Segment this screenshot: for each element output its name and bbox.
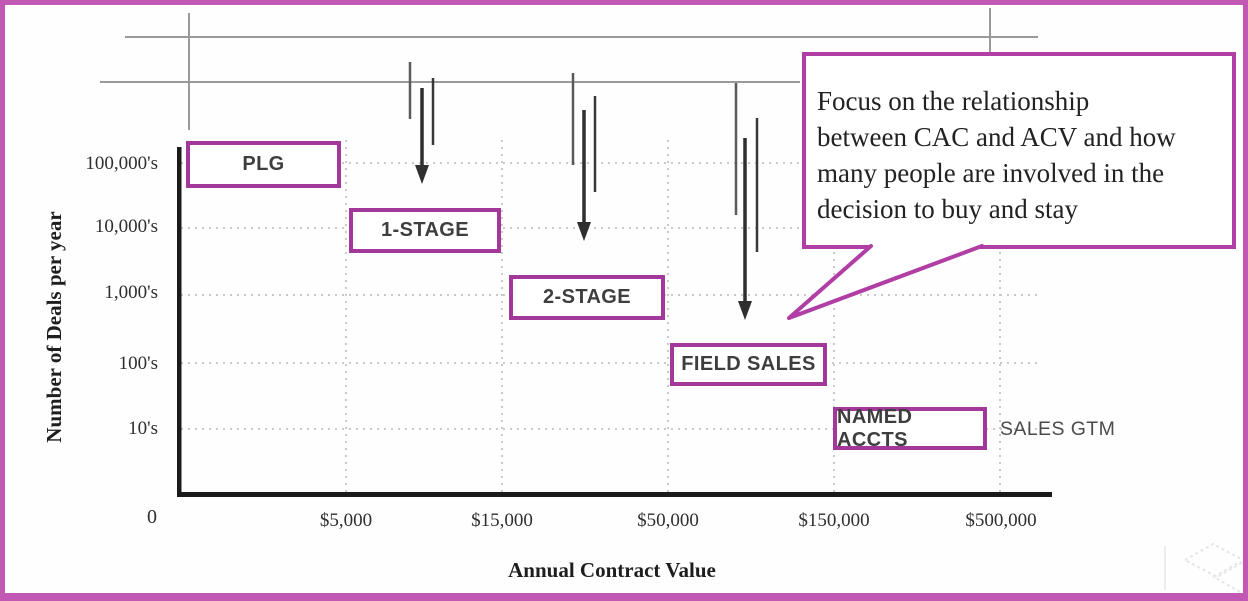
gtm-box-1-stage: 1-STAGE bbox=[349, 208, 501, 253]
gtm-box-plg: PLG bbox=[186, 141, 341, 188]
annotation-line-2: between CAC and ACV and how bbox=[817, 122, 1176, 152]
annotation-line-1: Focus on the relationship bbox=[817, 86, 1090, 116]
down-arrow-3 bbox=[734, 83, 759, 320]
gtm-box-2-stage-label: 2-STAGE bbox=[543, 286, 631, 308]
y-axis-line bbox=[177, 147, 182, 496]
x-tick-500000: $500,000 bbox=[965, 510, 1037, 531]
y-tick-10s: 10's bbox=[128, 418, 158, 439]
x-axis-line bbox=[177, 492, 1052, 497]
x-axis-title: Annual Contract Value bbox=[508, 558, 716, 582]
gtm-box-named-accts: NAMED ACCTS bbox=[833, 405, 987, 451]
annotation-callout: Focus on the relationship between CAC an… bbox=[802, 52, 1236, 249]
gtm-box-1-stage-label: 1-STAGE bbox=[381, 219, 469, 241]
gtm-box-2-stage: 2-STAGE bbox=[509, 275, 665, 320]
y-tick-100000s: 100,000's bbox=[85, 153, 158, 174]
x-tick-50000: $50,000 bbox=[637, 510, 699, 531]
gtm-box-plg-label: PLG bbox=[242, 153, 285, 175]
x-tick-15000: $15,000 bbox=[471, 510, 533, 531]
top-frame-lines bbox=[100, 8, 1038, 130]
y-tick-100s: 100's bbox=[118, 353, 158, 374]
annotation-line-3: many people are involved in the bbox=[817, 158, 1165, 188]
down-arrow-2 bbox=[571, 73, 597, 241]
sales-gtm-label: SALES GTM bbox=[1000, 418, 1116, 440]
gtm-box-field-sales: FIELD SALES bbox=[670, 343, 827, 386]
y-tick-10000s: 10,000's bbox=[94, 216, 158, 237]
origin-label: 0 bbox=[147, 506, 157, 528]
gtm-box-field-sales-label: FIELD SALES bbox=[681, 353, 816, 375]
gtm-box-named-accts-label: NAMED ACCTS bbox=[837, 405, 913, 451]
down-arrow-1 bbox=[408, 62, 435, 184]
watermark-logo bbox=[1164, 542, 1248, 594]
x-tick-150000: $150,000 bbox=[798, 510, 870, 531]
x-tick-5000: $5,000 bbox=[319, 510, 373, 531]
annotation-line-4: decision to buy and stay bbox=[817, 194, 1078, 224]
y-tick-1000s: 1,000's bbox=[104, 282, 158, 303]
